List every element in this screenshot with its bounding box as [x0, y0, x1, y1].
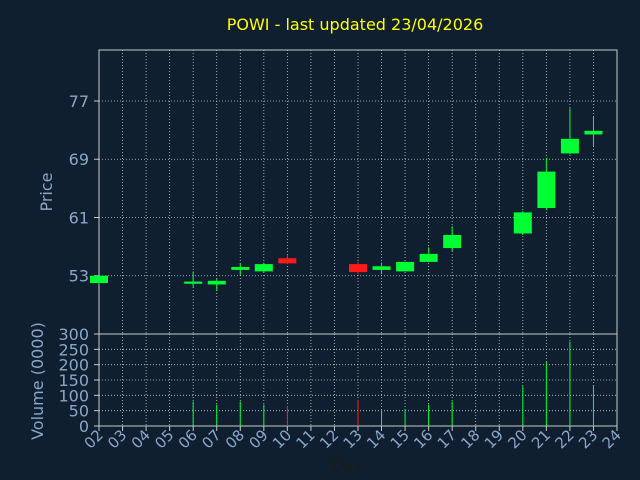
day-axis-label: Day	[332, 458, 362, 476]
day-tick-label: 20	[504, 426, 530, 452]
volume-tick-label: 0	[79, 417, 89, 436]
candle-body	[396, 261, 415, 272]
day-tick-label: 12	[316, 426, 342, 452]
day-tick-label: 04	[128, 426, 154, 452]
volume-axis-label: Volume (0000)	[28, 322, 47, 440]
candle-body	[584, 130, 603, 135]
volume-tick-label: 200	[58, 356, 89, 375]
day-tick-label: 13	[340, 426, 366, 452]
candle-body	[443, 234, 462, 249]
price-axis-label: Price	[37, 172, 56, 211]
candle-body	[207, 280, 226, 285]
price-tick-label: 69	[69, 150, 89, 169]
day-tick-label: 21	[528, 426, 554, 452]
candle-body	[278, 258, 297, 264]
candle-body	[184, 281, 203, 284]
price-tick-label: 77	[69, 92, 89, 111]
candle-body	[372, 266, 391, 270]
price-tick-label: 61	[69, 208, 89, 227]
day-tick-label: 17	[434, 426, 460, 452]
candle-body	[349, 264, 367, 273]
price-panel: 53 61 69 77	[69, 49, 618, 335]
day-tick-label: 15	[387, 426, 413, 452]
chart-title: POWI - last updated 23/04/2026	[227, 15, 484, 34]
candle-body	[231, 267, 250, 270]
day-tick-label: 09	[245, 426, 271, 452]
candle-body	[560, 138, 579, 154]
volume-panel: 0501001502002503000203040506070809101112…	[58, 325, 624, 452]
day-tick-label: 23	[575, 426, 601, 452]
volume-tick-label: 250	[58, 340, 89, 359]
candle-body	[90, 275, 108, 284]
day-tick-label: 05	[151, 426, 177, 452]
volume-tick-label: 50	[69, 402, 89, 421]
day-tick-label: 07	[198, 426, 224, 452]
candle-body	[254, 264, 273, 272]
day-tick-label: 10	[269, 426, 295, 452]
day-tick-label: 19	[481, 426, 507, 452]
day-tick-label: 22	[552, 426, 578, 452]
day-tick-label: 24	[599, 426, 625, 452]
price-tick-label: 53	[69, 267, 89, 286]
day-tick-label: 14	[363, 426, 389, 452]
candle-body	[537, 171, 556, 209]
day-tick-label: 11	[293, 426, 319, 452]
day-tick-label: 06	[175, 426, 201, 452]
volume-tick-label: 100	[58, 386, 89, 405]
day-tick-label: 03	[104, 426, 130, 452]
candle-body	[513, 212, 532, 234]
day-tick-label: 08	[222, 426, 248, 452]
volume-tick-label: 300	[58, 325, 89, 344]
volume-tick-label: 150	[58, 371, 89, 390]
candle-body	[419, 253, 438, 262]
day-tick-label: 16	[410, 426, 436, 452]
day-tick-label: 18	[457, 426, 483, 452]
